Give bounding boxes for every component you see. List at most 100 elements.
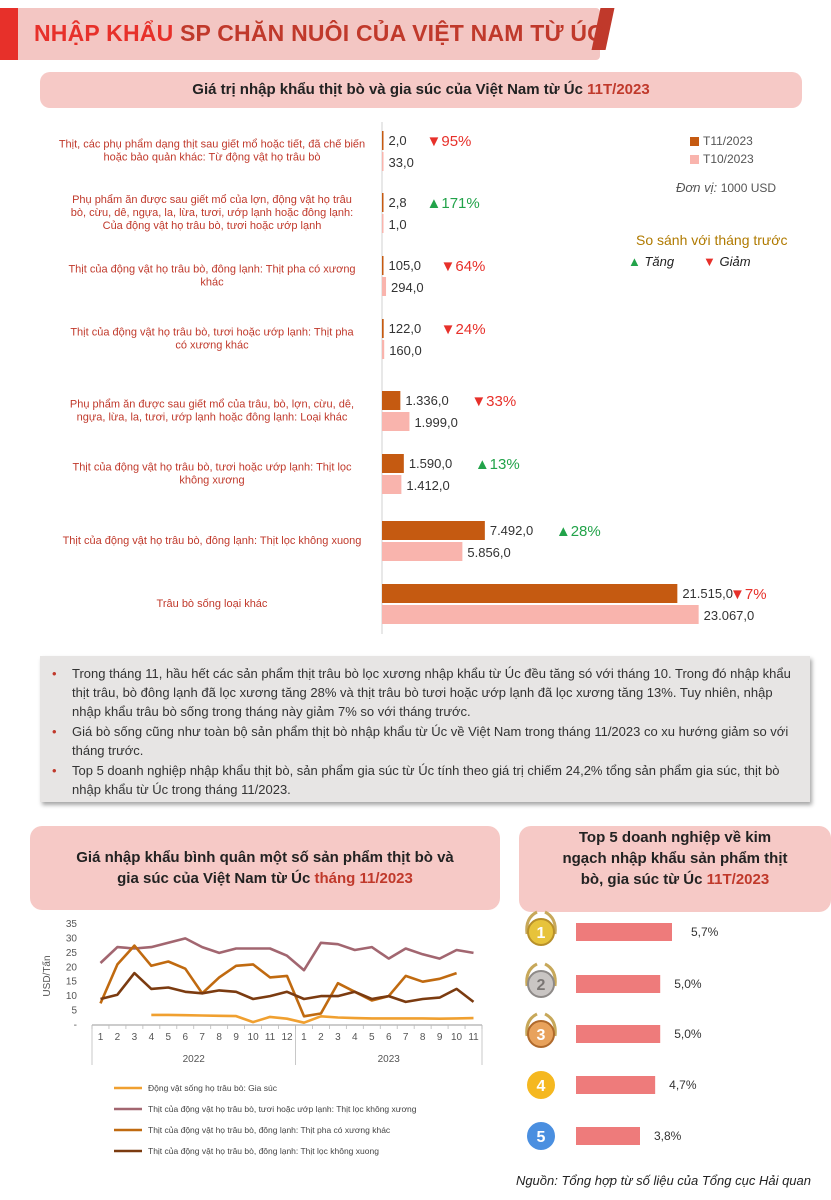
medal-icon: [527, 970, 555, 998]
rank-badge-icon: [525, 1120, 557, 1152]
legend-swatch-t10: [690, 154, 699, 164]
company-share-label: 4,7%: [669, 1078, 697, 1092]
rank-badge-icon: [525, 1069, 557, 1101]
category-label: Thịt của động vật họ trâu bò, tươi hoặc …: [72, 462, 352, 474]
x-tick-label: 11: [265, 1032, 276, 1043]
company-bar: [576, 975, 661, 993]
legend-label-t11: T11/2023: [703, 134, 753, 148]
change-label: ▲13%: [475, 456, 520, 473]
legend-label: Thịt của động vật họ trâu bò, đông lạnh:…: [148, 1125, 391, 1135]
y-axis-label: USD/Tấn: [41, 955, 53, 996]
x-tick-label: 9: [437, 1032, 443, 1043]
top5-title-highlight: 11T/2023: [706, 871, 770, 888]
bar-chart-title-text: Giá trị nhập khẩu thịt bò và gia súc của…: [192, 81, 588, 98]
y-tick-label: 25: [66, 948, 78, 959]
y-tick-label: 20: [66, 962, 78, 973]
compare-up-label: Tăng: [640, 254, 675, 269]
value-label-t11: 1.336,0: [405, 393, 448, 408]
category-label: có xương khác: [175, 340, 249, 352]
value-label-t10: 1,0: [389, 217, 407, 232]
unit-label: Đơn vị: 1000 USD: [676, 180, 776, 195]
x-tick-label: 10: [451, 1032, 463, 1043]
bar-t11: [382, 454, 404, 473]
company-bar: [576, 1127, 640, 1145]
unit-label-value: 1000 USD: [720, 181, 777, 195]
bar-t11: [382, 584, 678, 603]
x-tick-label: 8: [420, 1032, 426, 1043]
rank-number: 4: [537, 1078, 546, 1095]
change-label: ▲171%: [427, 195, 480, 212]
legend-label: Thịt của động vật họ trâu bò, tươi hoặc …: [148, 1104, 417, 1114]
category-label: không xương: [179, 475, 244, 487]
x-tick-label: 2: [318, 1032, 324, 1043]
notes-list: Trong tháng 11, hầu hết các sản phẩm thị…: [52, 664, 796, 799]
page-title-highlight: NHẬP KHẨU: [34, 20, 174, 46]
bar-t11: [382, 193, 384, 212]
x-tick-label: 3: [335, 1032, 341, 1043]
y-tick-label: 30: [66, 933, 78, 944]
change-label: ▲28%: [556, 523, 601, 540]
x-tick-label: 7: [199, 1032, 205, 1043]
laurel-icon: [525, 1012, 557, 1037]
line-chart-title-text: gia súc của Việt Nam từ Úc: [117, 870, 315, 887]
rank-number: 5: [537, 1129, 546, 1146]
bar-chart-title-highlight: 11T/2023: [587, 81, 650, 98]
note-item: Top 5 doanh nghiệp nhập khẩu thịt bò, sả…: [52, 761, 796, 799]
company-bar: [576, 1025, 661, 1043]
notes-box: Trong tháng 11, hầu hết các sản phẩm thị…: [40, 656, 810, 802]
company-share-label: 5,0%: [674, 1027, 702, 1041]
series-line: [99, 944, 458, 1018]
medal-icon: [527, 918, 555, 946]
category-label: hoặc bảo quản khác: Từ động vật họ trâu …: [104, 152, 321, 164]
bar-t11: [382, 521, 485, 540]
x-tick-label: 4: [352, 1032, 358, 1043]
legend-label: Thịt của động vật họ trâu bò, đông lạnh:…: [148, 1146, 379, 1156]
y-tick-label: 10: [66, 991, 78, 1002]
year-label: 2023: [378, 1054, 401, 1065]
value-label-t10: 1.412,0: [406, 478, 449, 493]
x-tick-label: 3: [132, 1032, 138, 1043]
change-label: ▼24%: [441, 321, 486, 338]
change-label: ▼7%: [730, 586, 767, 603]
line-chart-title: Giá nhập khẩu bình quân một số sản phẩm …: [30, 826, 500, 910]
category-label: ngựa, lừa, la, tươi, ướp lạnh hoặc đông …: [77, 412, 348, 424]
value-label-t10: 23.067,0: [704, 608, 755, 623]
company-share-label: 3,8%: [654, 1129, 682, 1143]
category-label: bò, cừu, dê, ngựa, la, lừa, tươi, ướp lạ…: [71, 207, 353, 219]
category-label: Thịt của động vật họ trâu bò, đông lạnh:…: [63, 535, 362, 547]
compare-legend: ▲ Tăng ▼ Giảm: [628, 254, 751, 269]
category-label: Phụ phẩm ăn được sau giết mổ của trâu, b…: [70, 399, 354, 411]
medal-icon: [527, 1020, 555, 1048]
top5-bar-chart: 1 5,7% 2 5,0% 3 5,0% 4 4,7% 5 3,8%: [525, 910, 719, 1152]
page-title-rest: SP CHĂN NUÔI CỦA VIỆT NAM TỪ ÚC: [173, 20, 604, 46]
x-tick-label: 9: [233, 1032, 239, 1043]
bar-t11: [382, 256, 384, 275]
rank-number: 2: [537, 977, 546, 994]
x-tick-label: 12: [281, 1032, 293, 1043]
bar-chart-title: Giá trị nhập khẩu thịt bò và gia súc của…: [40, 72, 802, 108]
x-tick-label: 5: [369, 1032, 375, 1043]
change-label: ▼95%: [427, 133, 472, 150]
series-line: [99, 937, 474, 972]
line-chart-title-highlight: tháng 11/2023: [314, 870, 413, 887]
category-label: Thịt, các phụ phẩm dạng thịt sau giết mổ…: [59, 139, 365, 151]
bar-t10: [382, 605, 699, 624]
category-label: Phụ phẩm ăn được sau giết mổ của lợn, độ…: [72, 194, 352, 206]
source-note: Nguồn: Tổng hợp từ số liệu của Tổng cục …: [515, 1173, 811, 1188]
company-share-label: 5,0%: [674, 977, 702, 991]
bar-t10: [382, 475, 402, 494]
bar-t10: [382, 412, 410, 431]
bar-t10: [382, 214, 384, 233]
y-tick-label: -: [74, 1020, 77, 1031]
value-label-t10: 33,0: [389, 155, 414, 170]
bar-t10: [382, 340, 385, 359]
value-label-t10: 160,0: [389, 343, 422, 358]
y-tick-label: 5: [71, 1006, 77, 1017]
header-background: [0, 8, 600, 60]
value-label-t10: 5.856,0: [467, 545, 510, 560]
line-chart-title-line1: Giá nhập khẩu bình quân một số sản phẩm …: [76, 849, 454, 866]
note-item: Giá bò sống cũng như toàn bộ sản phẩm th…: [52, 722, 796, 760]
compare-down-label: Giảm: [715, 254, 751, 269]
legend-label: Động vật sống họ trâu bò: Gia súc: [148, 1083, 278, 1093]
